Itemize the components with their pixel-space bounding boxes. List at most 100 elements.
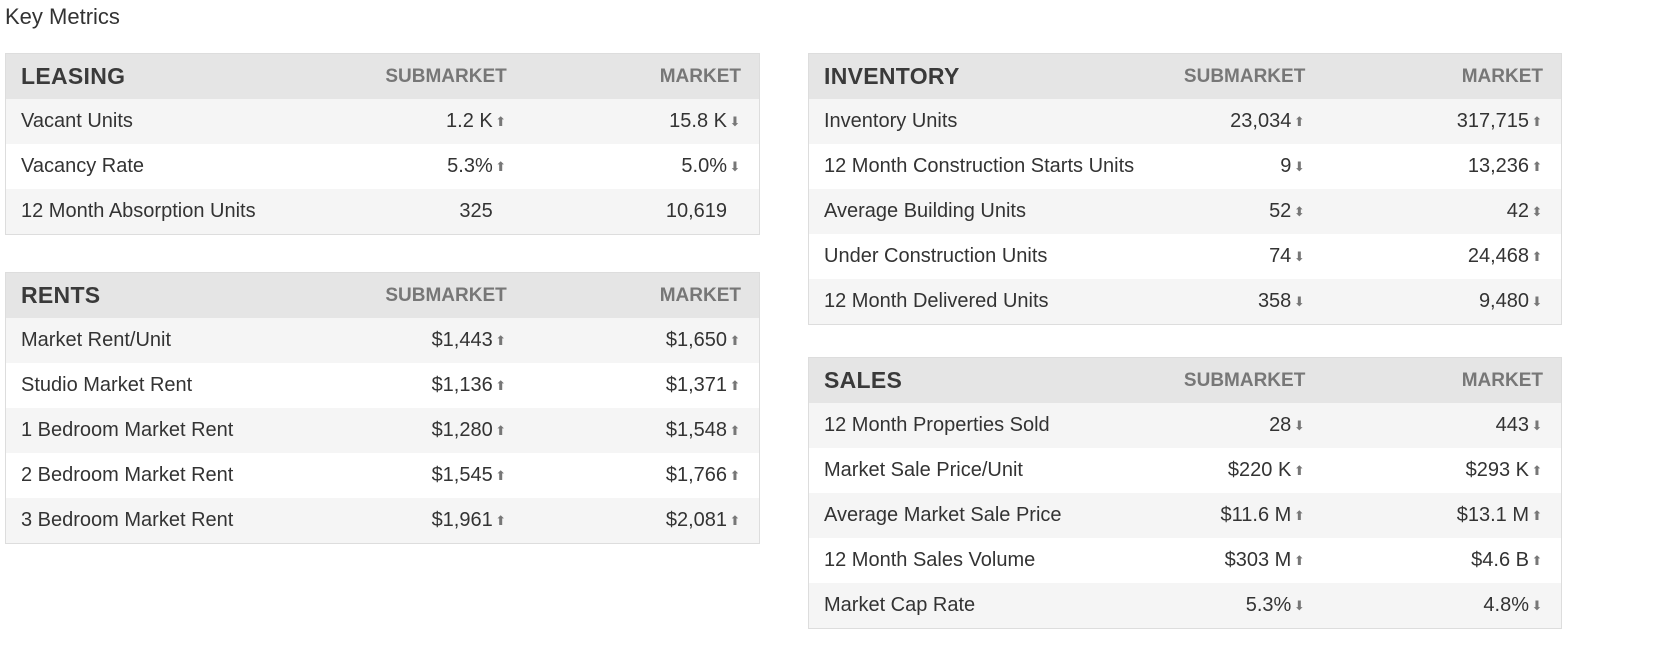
- inventory-row-label: Average Building Units: [824, 200, 1026, 222]
- sales-row-label: 12 Month Sales Volume: [824, 549, 1036, 571]
- arrow-down-icon: ⬇: [1293, 159, 1305, 174]
- arrow-down-icon: ⬇: [1531, 598, 1543, 613]
- arrow-up-icon: ⬆: [495, 159, 507, 174]
- rents-row-market-cell: $1,650 ⬆: [507, 318, 759, 363]
- arrow-down-icon: ⬇: [1293, 249, 1305, 264]
- sales-row: Market Cap Rate 5.3% ⬇ 4.8% ⬇: [809, 583, 1561, 628]
- leasing-row-submarket-cell: 5.3% ⬆: [383, 144, 507, 189]
- arrow-up-icon: ⬆: [729, 468, 741, 483]
- inventory-row-submarket-value: 23,034: [1230, 110, 1292, 132]
- rents-row: 1 Bedroom Market Rent $1,280 ⬆ $1,548 ⬆: [6, 408, 759, 453]
- sales-market-header: MARKET: [1461, 369, 1543, 391]
- arrow-up-icon: ⬆: [495, 114, 507, 129]
- rents-row-submarket-cell: $1,961 ⬆: [383, 498, 507, 543]
- rents-table: RENTS SUBMARKET MARKET Market Rent/Unit $…: [6, 273, 759, 543]
- sales-row: 12 Month Properties Sold 28 ⬇ 443 ⬇: [809, 403, 1561, 448]
- leasing-submarket-header: SUBMARKET: [385, 65, 507, 87]
- inventory-row-label: Under Construction Units: [824, 245, 1048, 267]
- arrow-down-icon: ⬇: [1293, 418, 1305, 433]
- leasing-panel: LEASING SUBMARKET MARKET Vacant Units 1.2…: [5, 53, 760, 235]
- inventory-row: Average Building Units 52 ⬍ 42 ⬍: [809, 189, 1561, 234]
- sales-table: SALES SUBMARKET MARKET 12 Month Properti…: [809, 358, 1561, 628]
- sales-row: Average Market Sale Price $11.6 M ⬆ $13.1 M…: [809, 493, 1561, 538]
- sales-row-market-cell: 443 ⬇: [1305, 403, 1561, 448]
- inventory-row-market-value: 317,715: [1456, 110, 1529, 132]
- leasing-row-submarket-value: 325: [459, 200, 493, 222]
- inventory-row-submarket-value: 358: [1257, 290, 1292, 312]
- arrow-up-icon: ⬆: [1293, 553, 1305, 568]
- inventory-row: Under Construction Units 74 ⬇ 24,468 ⬆: [809, 234, 1561, 279]
- rents-row-submarket-value: $1,280: [431, 419, 493, 441]
- rents-row: 3 Bedroom Market Rent $1,961 ⬆ $2,081 ⬆: [6, 498, 759, 543]
- sales-row-label: Average Market Sale Price: [824, 504, 1062, 526]
- sales-row-market-cell: $293 K ⬆: [1305, 448, 1561, 493]
- sales-row-market-cell: 4.8% ⬇: [1305, 583, 1561, 628]
- rents-panel: RENTS SUBMARKET MARKET Market Rent/Unit $…: [5, 272, 760, 544]
- leasing-row-label: Vacancy Rate: [21, 155, 145, 177]
- sales-row-label: Market Sale Price/Unit: [824, 459, 1023, 481]
- inventory-row-label: Inventory Units: [824, 110, 958, 132]
- inventory-row-submarket-cell: 358 ⬇: [1181, 279, 1305, 324]
- leasing-title: LEASING: [21, 63, 126, 89]
- inventory-title: INVENTORY: [824, 63, 960, 89]
- sales-submarket-header: SUBMARKET: [1183, 369, 1306, 391]
- sales-row-submarket-value: 5.3%: [1245, 594, 1292, 616]
- leasing-row: Vacant Units 1.2 K ⬆ 15.8 K ⬇: [6, 99, 759, 144]
- sales-row-market-value: $4.6 B: [1471, 549, 1529, 571]
- rents-row-submarket-value: $1,961: [431, 509, 493, 531]
- inventory-row-market-cell: 24,468 ⬆: [1305, 234, 1561, 279]
- inventory-header-row: INVENTORY SUBMARKET MARKET: [809, 54, 1561, 99]
- arrow-up-icon: ⬆: [729, 378, 741, 393]
- rents-submarket-header: SUBMARKET: [385, 284, 507, 306]
- leasing-row-submarket-cell: 325: [383, 189, 507, 234]
- leasing-row-market-cell: 5.0% ⬇: [507, 144, 759, 189]
- arrow-up-icon: ⬆: [495, 468, 507, 483]
- inventory-row-market-cell: 42 ⬍: [1305, 189, 1561, 234]
- sales-row-market-value: 443: [1495, 414, 1529, 436]
- sales-panel: SALES SUBMARKET MARKET 12 Month Properti…: [808, 357, 1562, 629]
- rents-row: Market Rent/Unit $1,443 ⬆ $1,650 ⬆: [6, 318, 759, 363]
- sales-row-market-cell: $4.6 B ⬆: [1305, 538, 1561, 583]
- leasing-row: 12 Month Absorption Units 325 10,619: [6, 189, 759, 234]
- sales-row-submarket-cell: 28 ⬇: [1181, 403, 1305, 448]
- rents-row-submarket-value: $1,443: [431, 329, 493, 351]
- arrow-down-icon: ⬇: [1531, 418, 1543, 433]
- inventory-row-submarket-cell: 9 ⬇: [1181, 144, 1305, 189]
- leasing-row-market-value: 15.8 K: [669, 110, 727, 132]
- inventory-panel: INVENTORY SUBMARKET MARKET Inventory Uni…: [808, 53, 1562, 325]
- inventory-row-market-value: 13,236: [1467, 155, 1529, 177]
- rents-row-market-cell: $2,081 ⬆: [507, 498, 759, 543]
- rents-row-market-value: $2,081: [665, 509, 727, 531]
- sales-row-submarket-cell: 5.3% ⬇: [1181, 583, 1305, 628]
- arrow-up-icon: ⬆: [729, 333, 741, 348]
- sales-row: 12 Month Sales Volume $303 M ⬆ $4.6 B ⬆: [809, 538, 1561, 583]
- rents-row-market-value: $1,650: [665, 329, 727, 351]
- sales-row-submarket-value: $303 M: [1224, 549, 1292, 571]
- arrow-up-icon: ⬆: [495, 513, 507, 528]
- rents-row-label: 1 Bedroom Market Rent: [21, 419, 234, 441]
- inventory-row-submarket-cell: 23,034 ⬆: [1181, 99, 1305, 144]
- inventory-row-label: 12 Month Delivered Units: [824, 290, 1049, 312]
- inventory-row-submarket-cell: 52 ⬍: [1181, 189, 1305, 234]
- arrow-up-icon: ⬆: [1531, 508, 1543, 523]
- inventory-row: 12 Month Construction Starts Units 9 ⬇ 13,2…: [809, 144, 1561, 189]
- rents-row-submarket-cell: $1,545 ⬆: [383, 453, 507, 498]
- arrow-up-icon: ⬆: [495, 423, 507, 438]
- sales-header-row: SALES SUBMARKET MARKET: [809, 358, 1561, 403]
- sales-title: SALES: [824, 367, 903, 393]
- rents-row-label: Market Rent/Unit: [21, 329, 172, 351]
- leasing-row-submarket-value: 1.2 K: [446, 110, 493, 132]
- sales-row-submarket-value: $11.6 M: [1220, 504, 1292, 526]
- leasing-market-header: MARKET: [659, 65, 741, 87]
- rents-row-label: 3 Bedroom Market Rent: [21, 509, 234, 531]
- inventory-row-market-cell: 317,715 ⬆: [1305, 99, 1561, 144]
- rents-row-market-value: $1,548: [665, 419, 727, 441]
- sales-row-label: Market Cap Rate: [824, 594, 976, 616]
- rents-header-row: RENTS SUBMARKET MARKET: [6, 273, 759, 318]
- arrow-up-icon: ⬆: [1293, 463, 1305, 478]
- sales-row-submarket-cell: $11.6 M ⬆: [1181, 493, 1305, 538]
- inventory-row-market-value: 24,468: [1467, 245, 1529, 267]
- rents-row-market-cell: $1,766 ⬆: [507, 453, 759, 498]
- arrow-up-icon: ⬆: [1531, 463, 1543, 478]
- arrow-down-icon: ⬇: [729, 114, 741, 129]
